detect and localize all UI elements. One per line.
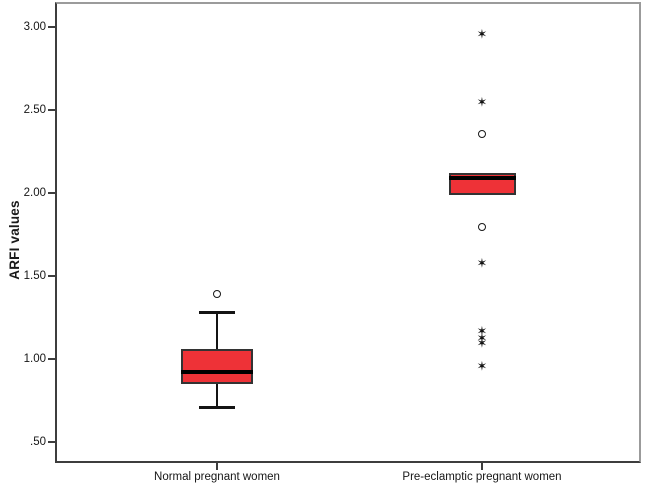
upper-whisker-cap bbox=[199, 310, 235, 314]
median-line bbox=[181, 370, 253, 375]
y-tick-mark bbox=[48, 109, 55, 112]
y-tick-label: 2.50 bbox=[23, 104, 46, 117]
x-tick-mark bbox=[481, 463, 483, 470]
y-tick-mark bbox=[48, 275, 55, 278]
y-tick-label: 1.50 bbox=[23, 270, 46, 283]
upper-whisker-line bbox=[216, 312, 218, 350]
y-tick-label: .50 bbox=[30, 436, 46, 449]
median-line bbox=[448, 176, 516, 181]
extreme-star-marker: ✶ bbox=[476, 358, 488, 374]
lower-whisker-cap bbox=[199, 406, 235, 410]
y-tick-mark bbox=[48, 26, 55, 28]
extreme-star-marker: ✶ bbox=[476, 255, 488, 271]
extreme-star-marker: ✶ bbox=[476, 94, 488, 110]
outlier-circle-marker bbox=[477, 130, 486, 139]
category-label: Normal pregnant women bbox=[154, 471, 280, 483]
x-tick-mark bbox=[216, 463, 218, 470]
y-tick-label: 2.00 bbox=[23, 187, 46, 200]
extreme-star-marker: ✶ bbox=[476, 330, 488, 346]
plot-area bbox=[55, 2, 641, 463]
outlier-circle-marker bbox=[477, 223, 486, 232]
y-tick-mark bbox=[48, 192, 55, 195]
y-tick-label: 1.00 bbox=[23, 353, 46, 366]
y-tick-mark bbox=[48, 358, 55, 361]
outlier-circle-marker bbox=[212, 289, 221, 298]
box bbox=[181, 349, 253, 385]
category-label: Pre-eclamptic pregnant women bbox=[402, 471, 562, 483]
y-axis-title: ARFI values bbox=[7, 200, 22, 280]
lower-whisker-line bbox=[216, 384, 218, 408]
extreme-star-marker: ✶ bbox=[476, 335, 488, 351]
y-tick-mark bbox=[48, 441, 55, 444]
extreme-star-marker: ✶ bbox=[476, 323, 488, 339]
extreme-star-marker: ✶ bbox=[476, 26, 488, 42]
y-tick-label: 3.00 bbox=[23, 21, 46, 33]
